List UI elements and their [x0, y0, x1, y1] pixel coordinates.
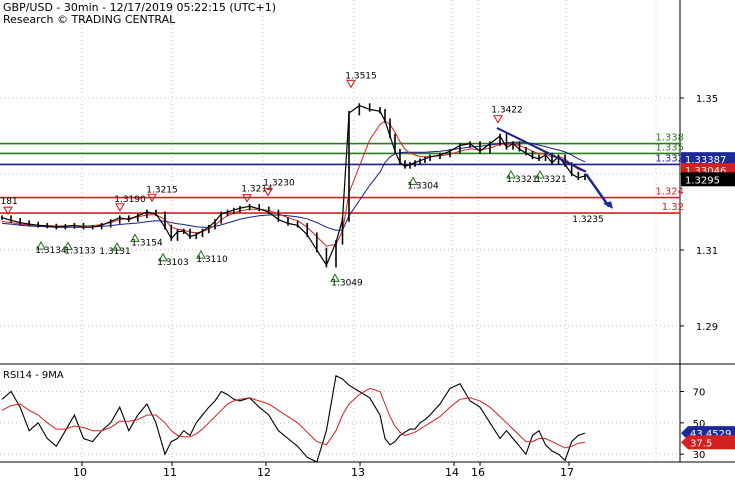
price-annotation-label: 1.3133 — [64, 246, 96, 256]
date-tick-label: 17 — [560, 466, 574, 479]
fast-moving-average — [1, 120, 586, 247]
price-tag-box — [681, 152, 735, 167]
price-annotation-label: 1.3321 — [506, 175, 538, 185]
price-layer — [1, 103, 586, 268]
support-marker-icon — [196, 250, 206, 259]
support-marker-icon — [535, 169, 545, 179]
price-tag-label: 1.33387 — [685, 155, 726, 166]
resistance-marker-icon — [263, 188, 273, 197]
price-annotation-label: 1.3422 — [491, 106, 523, 116]
date-tick-label: 13 — [351, 466, 365, 479]
resistance-marker-icon — [493, 115, 503, 124]
support-marker-icon — [112, 242, 122, 251]
price-annotation-label: 1.3181 — [0, 197, 18, 207]
rsi-line — [1, 374, 586, 463]
rsi-moving-average — [1, 387, 586, 449]
price-annotation-label: 1.3103 — [157, 258, 189, 268]
resistance-marker-icon — [3, 206, 13, 216]
price-line — [1, 104, 586, 267]
chart-source: Research © TRADING CENTRAL — [3, 13, 176, 26]
projection-arrow-shaft — [584, 173, 611, 208]
price-annotation-label: 1.3190 — [114, 195, 146, 205]
price-annotation-label: 1.3515 — [345, 71, 377, 81]
projection-arrow-head — [603, 201, 613, 209]
support-marker-icon — [408, 176, 418, 186]
resistance-marker-icon — [346, 79, 356, 89]
rsi-tag-box — [681, 435, 735, 450]
price-annotation-label: 1.3154 — [131, 238, 163, 248]
price-annotation-label: 1.3230 — [263, 179, 295, 189]
price-tick-label: 1.31 — [696, 246, 718, 257]
price-annotation-label: 1.3215 — [146, 185, 178, 195]
price-annotation-label: 1.3321 — [535, 175, 567, 185]
price-tag-label: 1.33046 — [685, 166, 726, 177]
price-annotation-label: 1.3131 — [99, 247, 131, 257]
date-tick-label: 10 — [73, 466, 87, 479]
support-marker-icon — [330, 273, 340, 282]
date-tick-label: 16 — [471, 466, 485, 479]
support-marker-icon — [158, 252, 168, 262]
moving-averages-layer — [1, 120, 586, 247]
resistance-marker-icon — [147, 193, 157, 203]
rsi-tick-label: 50 — [693, 419, 706, 430]
chart-title: GBP/USD - 30min - 12/17/2019 05:22:15 (U… — [3, 1, 276, 14]
price-tick-label: 1.29 — [696, 322, 718, 333]
price-annotation-label: 1.3235 — [572, 215, 604, 225]
support-marker-icon — [506, 169, 516, 179]
trendline — [496, 127, 587, 173]
frame-layer — [0, 0, 735, 463]
price-annotation-label: 1.3304 — [407, 181, 439, 191]
price-annotation-label: 1.3134 — [35, 246, 67, 256]
rsi-tick-label: 70 — [693, 388, 706, 399]
price-tag-box — [681, 172, 735, 187]
level-label-support: 1.324 — [655, 187, 684, 198]
date-tick-label: 12 — [257, 466, 271, 479]
rsi-tag-label: 37.5 — [690, 438, 712, 449]
date-tick-label: 11 — [163, 466, 177, 479]
price-annotation-label: 1.3214 — [241, 185, 273, 195]
rsi-title: RSI14 - 9MA — [3, 370, 64, 381]
support-marker-icon — [63, 241, 73, 250]
price-tag-label: 1.3295 — [685, 175, 720, 186]
price-annotation-label: 1.3049 — [331, 278, 363, 288]
rsi-tag-label: 43.4529 — [690, 429, 731, 440]
rsi-layer: RSI14 - 9MA — [1, 370, 586, 463]
date-tick-label: 14 — [445, 466, 459, 479]
level-label-resistance: 1.338 — [655, 133, 684, 144]
price-tick-label: 1.35 — [696, 94, 718, 105]
level-label-pivot: 1.332 — [655, 153, 684, 164]
price-annotation-label: 1.3110 — [196, 255, 228, 265]
resistance-marker-icon — [115, 203, 125, 212]
grid-layer — [0, 0, 680, 462]
rsi-tick-label: 30 — [693, 450, 706, 461]
slow-moving-average — [1, 141, 586, 231]
level-label-resistance: 1.335 — [655, 142, 684, 153]
support-marker-icon — [130, 233, 140, 242]
level-label-support: 1.32 — [662, 202, 684, 213]
resistance-marker-icon — [242, 194, 252, 203]
support-marker-icon — [36, 240, 46, 250]
